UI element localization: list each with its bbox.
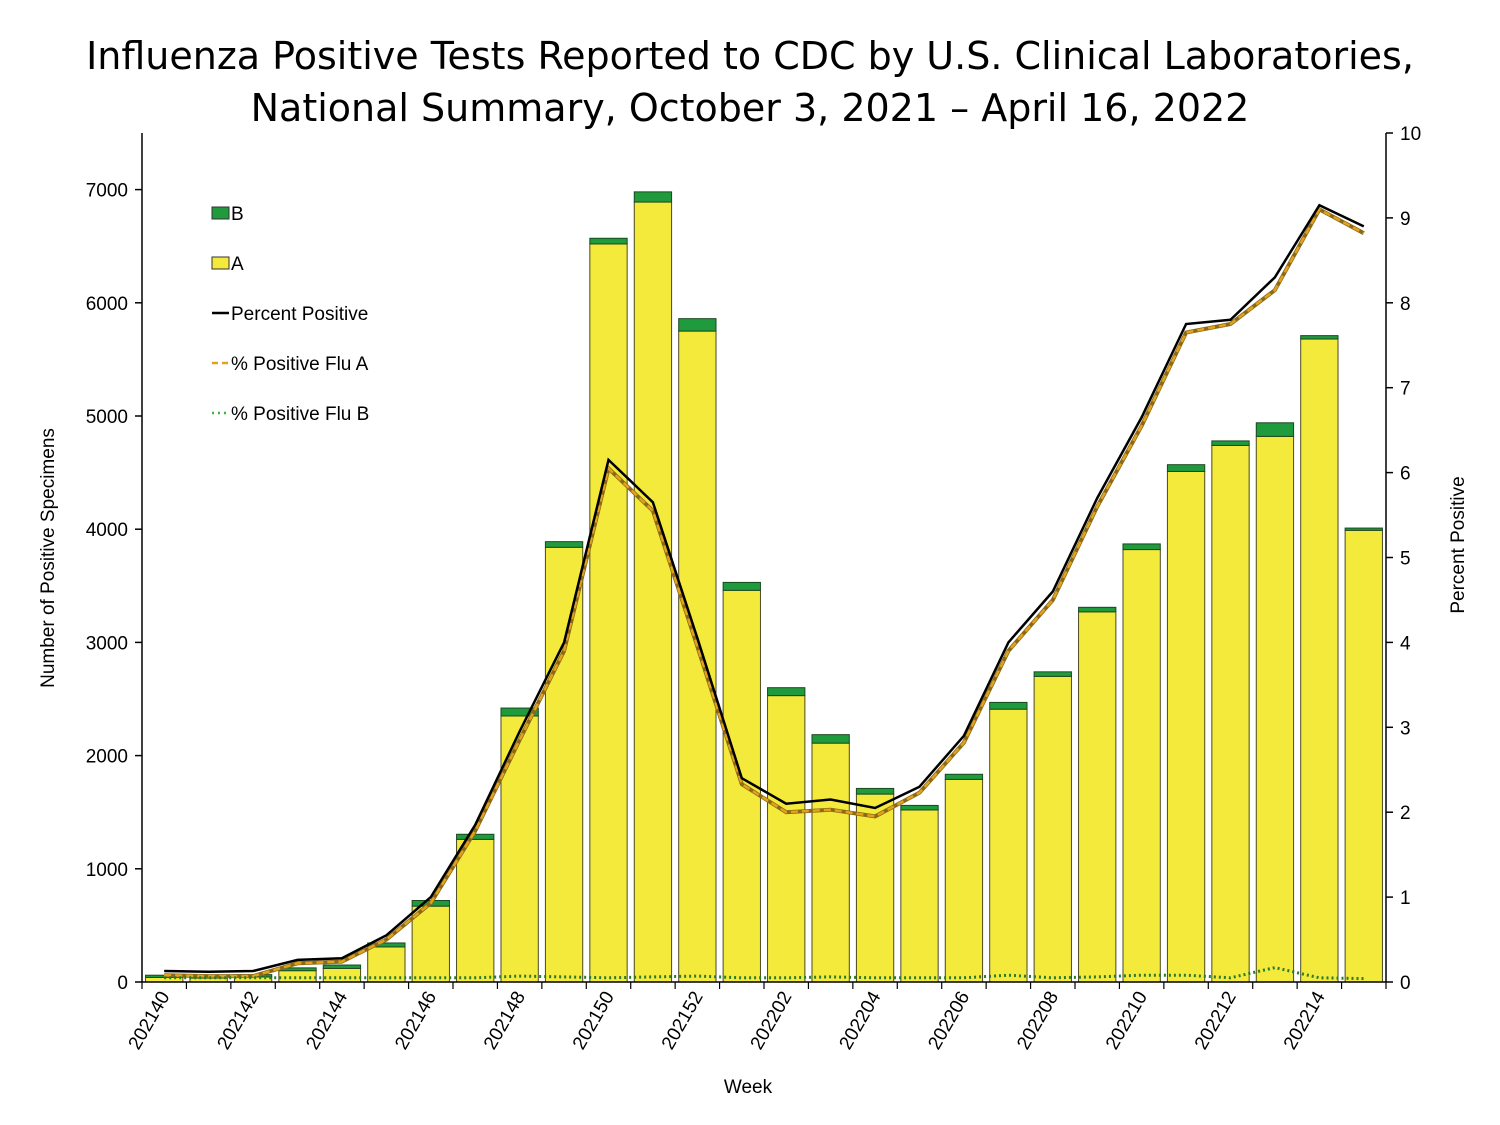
line-flu-a bbox=[164, 207, 1365, 978]
bar-a-202209 bbox=[1078, 611, 1117, 983]
bar-b-202212 bbox=[1211, 440, 1250, 446]
bar-a-202208 bbox=[1033, 675, 1072, 983]
y2-tick-label: 7 bbox=[1400, 379, 1411, 400]
bar-a-202150 bbox=[589, 243, 628, 983]
legend-swatch-a bbox=[211, 256, 230, 270]
bar-a-202152 bbox=[678, 330, 717, 983]
y-tick-label: 5000 bbox=[86, 407, 128, 428]
bar-b-202150 bbox=[589, 237, 628, 245]
y2-tick-label: 2 bbox=[1400, 803, 1411, 824]
bar-b-202207 bbox=[989, 701, 1028, 710]
x-tick-label: 202142 bbox=[214, 988, 264, 1053]
y2-axis-label: Percent Positive bbox=[1448, 476, 1469, 613]
bar-b-202203 bbox=[811, 734, 850, 744]
bar-a-202205 bbox=[900, 809, 939, 983]
y2-tick-label: 5 bbox=[1400, 549, 1411, 570]
bar-b-202148 bbox=[500, 707, 539, 717]
bar-b-202213 bbox=[1255, 422, 1295, 437]
bar-a-202212 bbox=[1211, 444, 1250, 983]
x-tick-label: 202140 bbox=[125, 988, 175, 1053]
bar-a-202204 bbox=[855, 793, 895, 983]
y2-tick-label: 3 bbox=[1400, 718, 1411, 739]
bar-a-202147 bbox=[456, 838, 495, 983]
bar-b-202201 bbox=[722, 581, 761, 591]
y-tick-label: 1000 bbox=[86, 860, 128, 881]
y2-tick-label: 0 bbox=[1400, 973, 1411, 994]
bar-b-202209 bbox=[1078, 606, 1117, 613]
y-tick-label: 0 bbox=[117, 973, 128, 994]
y2-tick-label: 6 bbox=[1400, 464, 1411, 485]
y2-tick-label: 1 bbox=[1400, 888, 1411, 909]
x-tick-label: 202152 bbox=[658, 988, 708, 1053]
bar-b-202204 bbox=[855, 787, 895, 795]
x-tick-label: 202148 bbox=[480, 988, 530, 1053]
bar-a-202145 bbox=[367, 946, 406, 983]
y2-tick-label: 4 bbox=[1400, 633, 1411, 654]
bar-a-202144 bbox=[322, 967, 362, 983]
x-tick-label: 202144 bbox=[302, 988, 352, 1054]
legend-swatch-b bbox=[211, 206, 230, 220]
chart-title: Influenza Positive Tests Reported to CDC… bbox=[0, 30, 1500, 134]
bar-b-202149 bbox=[544, 541, 584, 548]
chart-title-line2: National Summary, October 3, 2021 – Apri… bbox=[250, 86, 1250, 130]
x-tick-label: 202204 bbox=[836, 988, 886, 1054]
y2-tick-label: 8 bbox=[1400, 294, 1411, 315]
bar-a-202213 bbox=[1255, 435, 1295, 983]
chart-title-line1: Influenza Positive Tests Reported to CDC… bbox=[86, 34, 1414, 78]
bar-b-202214 bbox=[1300, 335, 1339, 340]
y2-tick-label: 9 bbox=[1400, 209, 1411, 230]
bar-a-202215 bbox=[1344, 529, 1383, 983]
bar-b-202151 bbox=[633, 191, 673, 203]
legend-label: % Positive Flu A bbox=[231, 354, 369, 375]
bar-a-202146 bbox=[411, 905, 450, 983]
bar-b-202152 bbox=[678, 318, 717, 332]
y-tick-label: 7000 bbox=[86, 181, 128, 202]
y2-tick-label: 10 bbox=[1400, 124, 1421, 145]
bar-a-202203 bbox=[811, 742, 850, 983]
y-tick-label: 4000 bbox=[86, 520, 128, 541]
bar-a-202202 bbox=[767, 695, 806, 983]
bar-a-202206 bbox=[944, 778, 984, 983]
bar-b-202208 bbox=[1033, 671, 1072, 677]
y-tick-label: 6000 bbox=[86, 294, 128, 315]
bar-b-202205 bbox=[900, 804, 939, 811]
x-axis-label: Week bbox=[724, 1077, 773, 1098]
bar-a-202214 bbox=[1300, 338, 1339, 983]
bars-group bbox=[145, 191, 1383, 983]
y-axis-label: Number of Positive Specimens bbox=[38, 428, 59, 688]
x-tick-label: 202214 bbox=[1280, 988, 1330, 1054]
bar-b-202215 bbox=[1344, 527, 1383, 531]
x-tick-label: 202206 bbox=[924, 988, 974, 1053]
bar-a-202211 bbox=[1166, 470, 1206, 983]
x-tick-label: 202146 bbox=[391, 988, 441, 1053]
bar-a-202151 bbox=[633, 201, 673, 983]
x-tick-label: 202202 bbox=[747, 988, 797, 1053]
legend-label: Percent Positive bbox=[231, 304, 368, 325]
y-tick-label: 2000 bbox=[86, 747, 128, 768]
bar-a-202148 bbox=[500, 715, 539, 983]
legend-label: A bbox=[231, 254, 244, 275]
bar-b-202211 bbox=[1166, 464, 1206, 472]
line-percent-positive bbox=[164, 203, 1365, 974]
bar-b-202144 bbox=[322, 964, 362, 969]
x-tick-label: 202150 bbox=[569, 988, 619, 1053]
bar-b-202147 bbox=[456, 833, 495, 840]
bar-b-202206 bbox=[944, 773, 984, 780]
bar-a-202207 bbox=[989, 708, 1028, 983]
x-tick-label: 202208 bbox=[1013, 988, 1063, 1053]
lines-group bbox=[164, 203, 1365, 981]
bar-a-202149 bbox=[544, 546, 584, 983]
legend-label: B bbox=[231, 204, 244, 225]
legend-group: B A Percent Positive % Positive Flu A % Posi… bbox=[211, 204, 369, 425]
x-tick-label: 202210 bbox=[1102, 988, 1152, 1053]
bar-b-202202 bbox=[767, 687, 806, 697]
y-tick-label: 3000 bbox=[86, 633, 128, 654]
bar-a-202210 bbox=[1122, 549, 1161, 983]
x-tick-label: 202212 bbox=[1191, 988, 1241, 1053]
bar-b-202210 bbox=[1122, 543, 1161, 551]
legend-label: % Positive Flu B bbox=[231, 404, 369, 425]
